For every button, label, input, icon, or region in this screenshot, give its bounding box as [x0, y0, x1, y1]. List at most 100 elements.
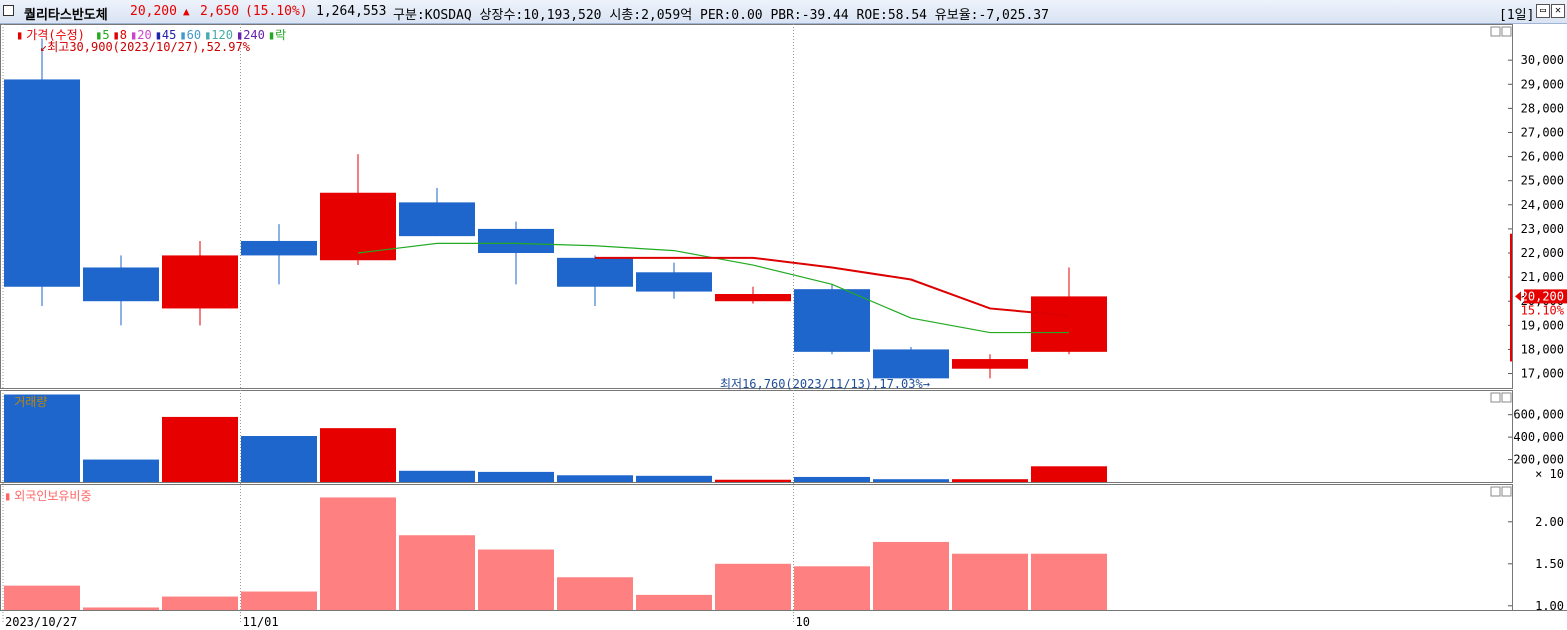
foreign-bar — [320, 497, 396, 610]
price-tick-label: 18,000 — [1521, 342, 1564, 356]
current-pct-label: 15.10% — [1521, 303, 1565, 317]
candle-body — [557, 257, 633, 287]
price-legend: ▮ 가격(수정) ▮5 ▮8 ▮20 ▮45 ▮60 ▮120 ▮240 ▮락 — [16, 26, 292, 43]
current-price-label: 20,200 — [1521, 289, 1564, 303]
candle-body — [399, 202, 475, 237]
foreign-tick-label: 2.00 — [1535, 515, 1564, 529]
price-tick-label: 30,000 — [1521, 53, 1564, 67]
maximize-icon[interactable]: ▭ — [1536, 4, 1550, 18]
candle-body — [715, 293, 791, 302]
volume-bar — [478, 471, 554, 482]
volume-bar — [162, 416, 238, 482]
x-tick-label: 10 — [796, 615, 810, 629]
candle-body — [478, 228, 554, 254]
ma5-line — [357, 242, 1069, 334]
pane-restore-icon — [1490, 26, 1501, 37]
ma-legend-item: ▮5 — [95, 28, 110, 42]
volume-bar — [952, 479, 1028, 482]
volume-legend: ▮ 거래량 — [4, 395, 48, 409]
current-price-box — [1524, 289, 1567, 304]
volume-tick-label: 400,000 — [1513, 430, 1564, 444]
price-tick-label: 19,000 — [1521, 318, 1564, 332]
price-tick-label: 27,000 — [1521, 125, 1564, 139]
x-tick-label: 11/01 — [243, 615, 279, 629]
foreign-bar — [4, 585, 80, 610]
volume-legend-label: 거래량 — [14, 395, 48, 409]
candle-body — [4, 79, 80, 287]
volume-pane-border — [0, 390, 1513, 483]
foreign-bar — [162, 596, 238, 610]
title-bar: 퀄리타스반도체 20,200 ▲ 2,650 (15.10%) 1,264,55… — [0, 0, 1567, 24]
foreign-legend: ▮ 외국인보유비중 — [4, 489, 92, 503]
price-tick-label: 24,000 — [1521, 198, 1564, 212]
select-checkbox[interactable] — [3, 5, 14, 16]
price-tick-label: 28,000 — [1521, 101, 1564, 115]
pane-close-icon — [1501, 26, 1512, 37]
current-price-pointer-icon — [1515, 291, 1521, 302]
foreign-bar — [83, 607, 159, 610]
close-icon[interactable]: ✕ — [1551, 4, 1565, 18]
foreign-bar — [241, 591, 317, 610]
volume-bar — [715, 479, 791, 482]
foreign-bar — [399, 535, 475, 610]
volume-tick-label: 200,000 — [1513, 453, 1564, 467]
foreign-bar — [557, 577, 633, 610]
foreign-bar — [952, 553, 1028, 610]
foreign-bar — [478, 549, 554, 610]
current-price: 20,200 — [130, 4, 177, 19]
price-change: 2,650 — [200, 4, 240, 19]
ma-legend-item: ▮락 — [267, 28, 287, 42]
pane-close-icon — [1501, 486, 1512, 497]
volume-bar — [873, 479, 949, 482]
stock-chart[interactable]: 2023/10/2711/011017,00018,00019,00020,00… — [0, 24, 1567, 630]
stock-info: 구분:KOSDAQ 상장수:10,193,520 시총:2,059억 PER:0… — [393, 8, 1049, 23]
volume-bar — [241, 436, 317, 482]
price-tick-label: 21,000 — [1521, 270, 1564, 284]
ma8-line — [595, 256, 1070, 317]
ma-legend-item: ▮45 — [154, 28, 177, 42]
volume-bar — [1031, 466, 1107, 482]
volume-tick-label: 600,000 — [1513, 408, 1564, 422]
low-annotation: 최저16,760(2023/11/13),17.03%→ — [720, 377, 930, 391]
ma-legend-item: ▮240 — [235, 28, 265, 42]
pane-close-icon — [1501, 392, 1512, 403]
foreign-bar — [794, 566, 870, 610]
candle-body — [241, 240, 317, 256]
volume-unit-label: × 10 — [1535, 467, 1564, 481]
foreign-bar — [715, 563, 791, 610]
stock-name: 퀄리타스반도체 — [24, 8, 108, 23]
candle-body — [873, 349, 949, 379]
pane-restore-icon — [1490, 486, 1501, 497]
price-change-pct: (15.10%) — [245, 4, 308, 19]
volume-bar — [636, 475, 712, 482]
foreign-bar — [873, 541, 949, 610]
candle-body — [1031, 296, 1107, 352]
pane-restore-icon — [1490, 392, 1501, 403]
trade-volume: 1,264,553 — [316, 4, 387, 19]
price-tick-label: 22,000 — [1521, 246, 1564, 260]
ma-legend-item: ▮60 — [179, 28, 202, 42]
volume-bar — [83, 459, 159, 482]
x-tick-label: 2023/10/27 — [5, 615, 77, 629]
foreign-legend-label: 외국인보유비중 — [14, 489, 92, 503]
price-tick-label: 17,000 — [1521, 367, 1564, 381]
foreign-bar — [636, 594, 712, 610]
up-arrow-icon: ▲ — [183, 5, 190, 18]
volume-bar — [557, 475, 633, 482]
candle-body — [794, 289, 870, 352]
candle-body — [636, 272, 712, 292]
high-annotation: ↙최고30,900(2023/10/27),52.97% — [40, 40, 250, 54]
foreign-bar — [1031, 553, 1107, 610]
ma-legend-item: ▮20 — [130, 28, 152, 42]
candle-body — [320, 192, 396, 261]
price-legend-label: 가격(수정) — [26, 28, 85, 42]
candle-body — [83, 267, 159, 302]
ma-legend: ▮5 ▮8 ▮20 ▮45 ▮60 ▮120 ▮240 ▮락 — [95, 28, 289, 42]
price-pane-border — [0, 24, 1513, 389]
volume-bar — [399, 470, 475, 482]
price-tick-label: 25,000 — [1521, 174, 1564, 188]
ma-legend-item: ▮120 — [204, 28, 233, 42]
period-selector[interactable]: [1일] — [1499, 8, 1535, 23]
volume-bar — [794, 476, 870, 482]
volume-bar — [320, 428, 396, 482]
